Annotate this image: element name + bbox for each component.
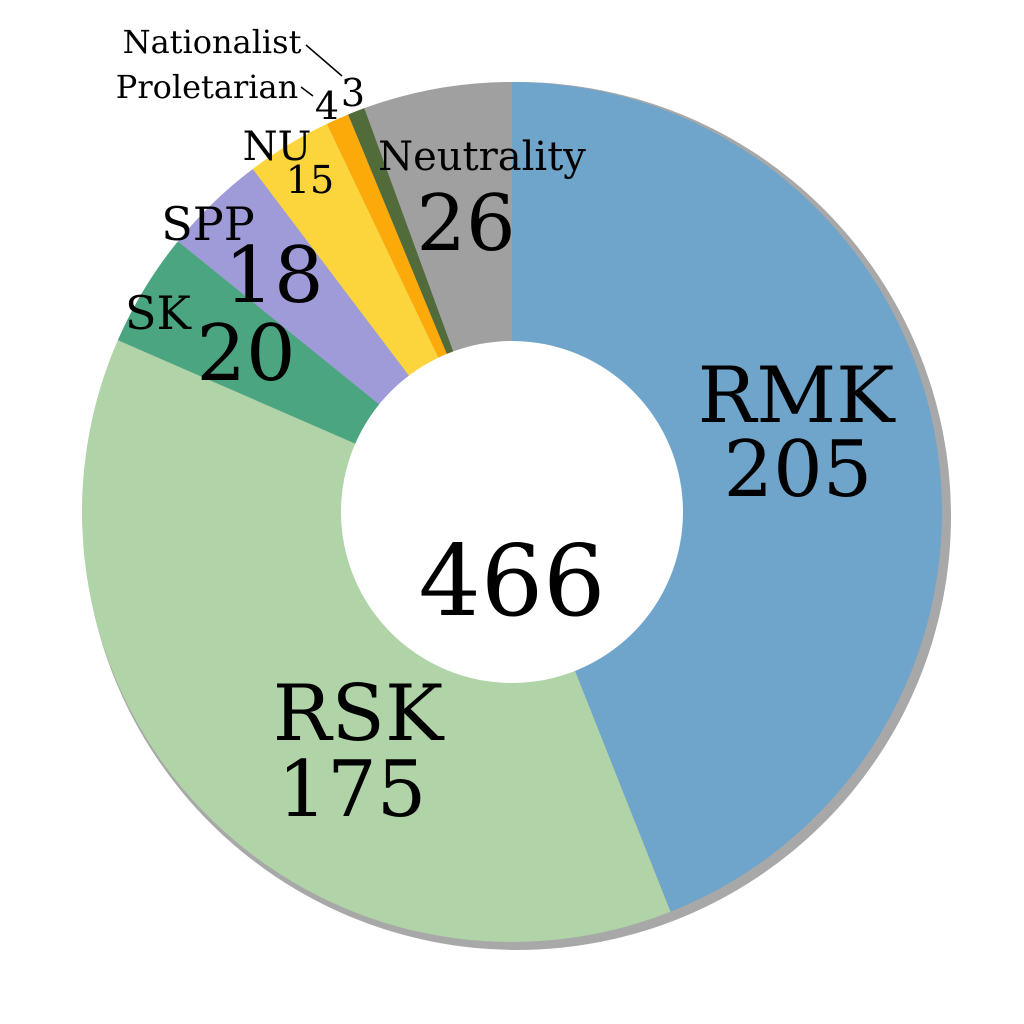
slice-value-nu: 15: [286, 158, 334, 202]
slice-name-nu: NU: [243, 124, 312, 170]
slice-value-rsk: 175: [278, 745, 427, 835]
slice-value-neutrality: 26: [416, 179, 515, 269]
slice-name-rsk: RSK: [273, 669, 445, 759]
slice-name-neutrality: Neutrality: [378, 134, 586, 180]
slice-name-nationalist: Nationalist: [123, 23, 302, 61]
slice-name-sk: SK: [125, 286, 193, 340]
slice-name-spp: SPP: [161, 197, 254, 251]
total-seats-label: 466: [418, 525, 605, 639]
slice-name-proletarian: Proletarian: [116, 68, 298, 106]
donut-hole: [341, 341, 683, 683]
slice-rsk: [81, 340, 671, 943]
slice-value-sk: 20: [196, 309, 295, 399]
slice-value-proletarian: 4: [315, 84, 339, 128]
slice-value-rmk: 205: [724, 425, 873, 515]
leader-line-proletarian: [300, 86, 314, 97]
leader-line-nationalist: [305, 44, 343, 77]
slice-value-nationalist: 3: [341, 71, 365, 115]
slice-value-spp: 18: [224, 231, 323, 321]
slice-name-rmk: RMK: [698, 351, 897, 441]
slice-rmk: [512, 82, 943, 912]
